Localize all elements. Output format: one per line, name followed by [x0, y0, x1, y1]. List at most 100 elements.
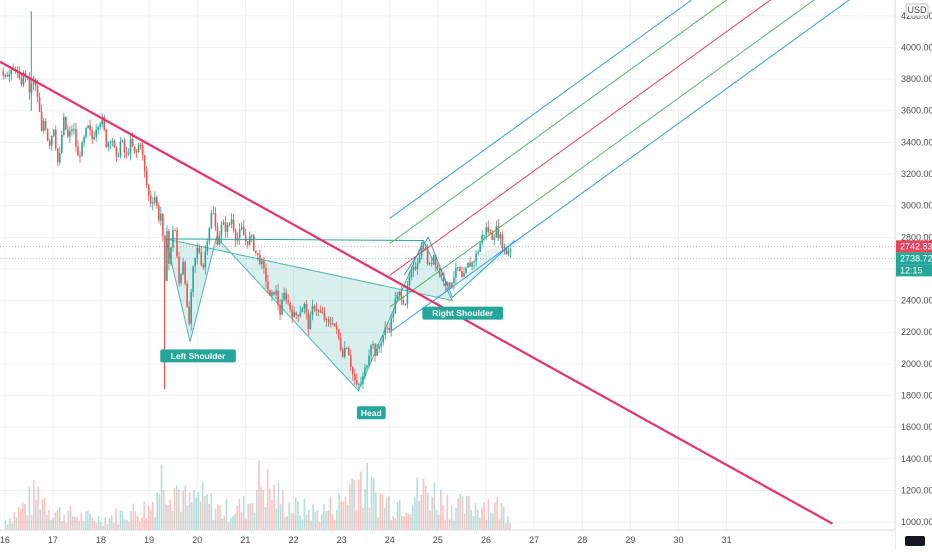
y-tick-label: 1200.00 — [901, 485, 932, 495]
pitchfork-line[interactable] — [389, 0, 895, 276]
candle-body — [382, 335, 384, 343]
candle-body — [360, 383, 362, 385]
candle-body — [113, 140, 116, 148]
candle-body — [329, 322, 332, 324]
candle-body — [208, 227, 211, 242]
pitchfork-line[interactable] — [389, 0, 895, 219]
pitchfork-line[interactable] — [389, 0, 895, 245]
volume-bar — [416, 477, 418, 530]
volume-bar — [453, 520, 455, 530]
volume-bar — [407, 513, 410, 530]
candle-body — [212, 213, 215, 215]
volume-bar — [396, 501, 399, 530]
candle-body — [259, 254, 261, 265]
volume-bar — [39, 509, 42, 530]
candle-body — [71, 129, 73, 132]
volume-bar — [253, 513, 256, 530]
volume-bar — [82, 520, 85, 530]
candle-body — [471, 262, 473, 267]
candle-body — [356, 380, 358, 385]
candle-body — [158, 205, 160, 221]
candle-body — [495, 226, 498, 238]
volume-bar — [242, 495, 245, 530]
volume-bar — [424, 485, 427, 530]
pattern-label[interactable]: Left Shoulder — [160, 349, 236, 363]
candle-body — [182, 262, 184, 275]
candle-body — [222, 222, 225, 225]
volume-bar — [262, 490, 265, 530]
candle-body — [428, 263, 431, 265]
candle-body — [477, 251, 479, 254]
volume-bar — [199, 501, 202, 530]
volume-bar — [117, 524, 120, 530]
volume-bar — [303, 498, 306, 530]
volume-bar — [444, 519, 446, 530]
volume-bar — [286, 516, 288, 530]
pitchfork-line[interactable] — [389, 0, 895, 308]
volume-bar — [58, 506, 61, 530]
volume-bar — [333, 519, 336, 530]
volume-bar — [249, 503, 252, 530]
candle-body — [467, 262, 469, 268]
volume-bar — [100, 522, 102, 530]
candle-body — [374, 344, 376, 356]
candle-body — [303, 303, 306, 309]
candle-body — [337, 329, 340, 339]
volume-bar — [193, 490, 195, 530]
volume-bar — [466, 495, 468, 530]
candle-body — [267, 281, 269, 290]
currency-badge[interactable] — [905, 3, 929, 17]
volume-bar — [329, 496, 332, 530]
candle-body — [317, 310, 320, 312]
candle-body — [52, 129, 55, 137]
pitchfork-handle[interactable] — [403, 236, 516, 299]
candle-body — [20, 78, 23, 85]
volume-bar — [35, 499, 37, 530]
volume-bar — [463, 513, 466, 530]
candle-body — [501, 234, 504, 249]
volume-bar — [54, 512, 57, 530]
price-tag-text: 2742.83 — [900, 241, 932, 251]
candle-body — [469, 262, 471, 267]
volume-bar — [307, 509, 310, 530]
candle-body — [311, 306, 314, 315]
volume-bar — [6, 524, 9, 530]
candle-body — [67, 129, 69, 137]
descending-trendline[interactable] — [0, 60, 833, 525]
overlay-layer[interactable]: Left Shoulder Head Right Shoulder — [0, 0, 895, 525]
candle-body — [228, 223, 231, 226]
pattern-label-text: Right Shoulder — [432, 308, 494, 318]
volume-bar — [500, 502, 503, 530]
candle-body — [388, 327, 391, 331]
candle-body — [10, 69, 13, 75]
volume-bar — [418, 500, 420, 530]
volume-bar — [390, 520, 392, 530]
pattern-label[interactable]: Right Shoulder — [422, 306, 504, 320]
candle-body — [350, 355, 352, 368]
candle-body — [291, 309, 294, 317]
volume-bar — [344, 497, 347, 530]
volume-bar — [448, 519, 451, 530]
candle-body — [343, 348, 346, 357]
candle-body — [107, 142, 110, 147]
candle-body — [89, 125, 91, 131]
volume-bar — [323, 504, 325, 530]
time-axis[interactable] — [0, 530, 895, 550]
volume-bar — [338, 493, 340, 530]
candle-body — [131, 138, 134, 147]
volume-bar — [381, 494, 384, 530]
volume-bar — [299, 515, 301, 530]
volume-bar — [431, 496, 433, 530]
volume-bar — [507, 516, 509, 530]
x-tick-label: 18 — [96, 535, 106, 545]
candle-body — [214, 213, 217, 227]
pitchfork-line[interactable] — [389, 0, 895, 333]
candle-body — [503, 247, 506, 249]
pattern-label[interactable]: Head — [356, 406, 386, 420]
volume-bar — [121, 510, 124, 530]
x-tick-label: 24 — [385, 535, 395, 545]
volume-bar — [489, 512, 492, 530]
candle-body — [408, 276, 411, 286]
